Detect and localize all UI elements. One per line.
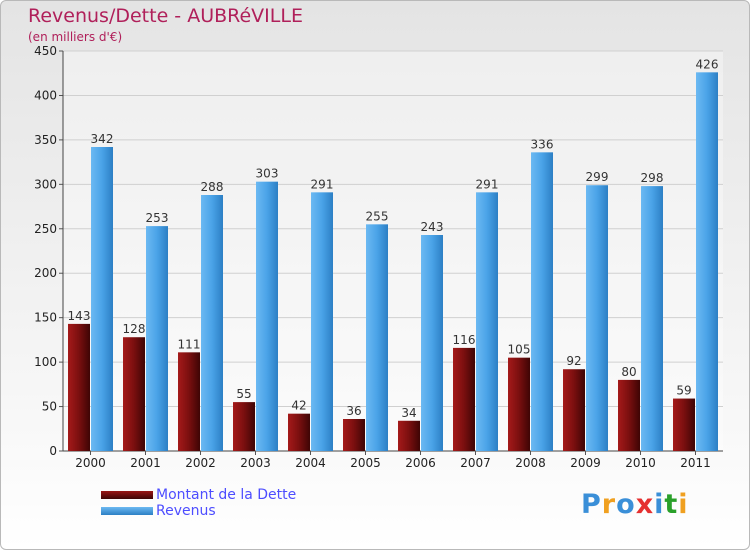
legend-swatch-dette xyxy=(101,491,153,499)
y-tick-label: 300 xyxy=(34,177,57,191)
data-label: 291 xyxy=(311,177,334,191)
bar-revenus xyxy=(531,152,553,452)
bar-dette xyxy=(508,357,530,451)
x-tick-label: 2005 xyxy=(350,456,381,470)
data-label: 55 xyxy=(236,387,251,401)
data-label: 255 xyxy=(366,209,389,223)
bar-revenus xyxy=(641,186,663,451)
bar-dette xyxy=(673,398,695,451)
legend-item-revenus: Revenus xyxy=(101,503,296,519)
bar-dette xyxy=(343,419,365,451)
bar-revenus xyxy=(201,195,223,451)
x-tick-label: 2008 xyxy=(515,456,546,470)
data-label: 298 xyxy=(641,171,664,185)
y-tick-label: 350 xyxy=(34,133,57,147)
legend-item-dette: Montant de la Dette xyxy=(101,487,296,503)
data-label: 92 xyxy=(566,354,581,368)
legend-label-dette: Montant de la Dette xyxy=(156,487,297,503)
y-tick-label: 200 xyxy=(34,266,57,280)
data-label: 59 xyxy=(676,384,691,398)
chart-title: Revenus/Dette - AUBRéVILLE xyxy=(28,5,303,27)
bar-dette xyxy=(618,379,640,451)
bar-revenus xyxy=(476,192,498,452)
data-label: 34 xyxy=(401,406,416,420)
x-tick-label: 2000 xyxy=(75,456,106,470)
y-tick-label: 450 xyxy=(34,44,57,58)
y-tick-label: 0 xyxy=(49,444,57,458)
data-label: 342 xyxy=(91,132,114,146)
data-label: 80 xyxy=(621,365,636,379)
bar-dette xyxy=(178,352,200,451)
bar-dette xyxy=(288,413,310,451)
bar-revenus xyxy=(256,181,278,451)
x-tick-label: 2007 xyxy=(460,456,491,470)
data-label: 105 xyxy=(508,343,531,357)
y-tick-label: 250 xyxy=(34,222,57,236)
data-label: 253 xyxy=(146,211,169,225)
data-label: 336 xyxy=(531,137,554,151)
data-label: 299 xyxy=(586,170,609,184)
data-label: 291 xyxy=(476,177,499,191)
bar-dette xyxy=(563,369,585,451)
bar-revenus xyxy=(146,226,168,451)
bar-dette xyxy=(123,337,145,451)
x-tick-label: 2004 xyxy=(295,456,326,470)
bar-dette xyxy=(233,402,255,451)
bar-revenus xyxy=(311,192,333,452)
bar-revenus xyxy=(421,235,443,451)
data-label: 111 xyxy=(178,337,201,351)
proxiti-logo: Proxiti xyxy=(581,489,689,520)
bar-dette xyxy=(68,323,90,451)
data-label: 243 xyxy=(421,220,444,234)
bar-dette xyxy=(398,420,420,451)
data-label: 42 xyxy=(291,399,306,413)
data-label: 143 xyxy=(68,309,91,323)
y-tick-label: 50 xyxy=(42,400,57,414)
data-label: 303 xyxy=(256,167,279,181)
x-tick-label: 2009 xyxy=(570,456,601,470)
chart-legend: Montant de la Dette Revenus xyxy=(101,487,296,519)
data-label: 288 xyxy=(201,180,224,194)
x-tick-label: 2002 xyxy=(185,456,216,470)
x-tick-label: 2006 xyxy=(405,456,436,470)
x-tick-label: 2011 xyxy=(680,456,711,470)
plot-area xyxy=(63,51,723,451)
x-tick-label: 2001 xyxy=(130,456,161,470)
data-label: 36 xyxy=(346,404,361,418)
data-label: 426 xyxy=(696,57,719,71)
y-tick-label: 150 xyxy=(34,311,57,325)
y-tick-label: 400 xyxy=(34,88,57,102)
y-tick-label: 100 xyxy=(34,355,57,369)
bar-revenus xyxy=(366,224,388,451)
bar-revenus xyxy=(91,147,113,451)
legend-label-revenus: Revenus xyxy=(156,503,216,519)
legend-swatch-revenus xyxy=(101,507,153,515)
bar-dette xyxy=(453,347,475,451)
bar-revenus xyxy=(696,72,718,451)
x-tick-label: 2010 xyxy=(625,456,656,470)
data-label: 128 xyxy=(123,322,146,336)
data-label: 116 xyxy=(453,333,476,347)
bar-revenus xyxy=(586,185,608,451)
chart-subtitle: (en milliers d'€) xyxy=(28,30,123,44)
x-tick-label: 2003 xyxy=(240,456,271,470)
